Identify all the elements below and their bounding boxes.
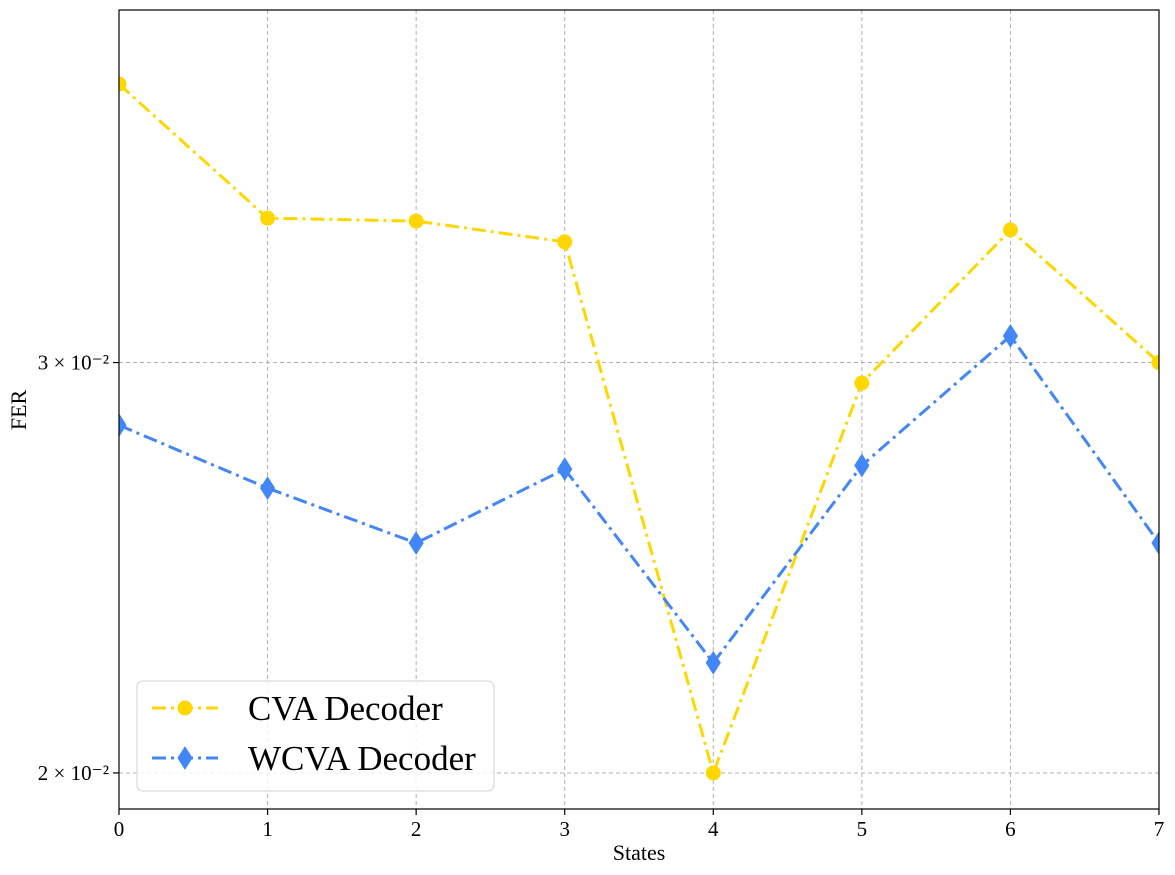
data-point <box>408 531 424 555</box>
x-tick-label: 1 <box>262 817 273 841</box>
legend-marker <box>177 746 193 770</box>
data-point <box>705 650 721 675</box>
ticks: 0 1 2 3 4 5 6 7 2 × 10⁻² 3 × 10⁻² <box>38 351 1164 841</box>
data-point <box>1151 531 1159 555</box>
data-point <box>119 76 127 92</box>
data-point <box>260 210 276 226</box>
x-tick-label: 2 <box>411 817 422 841</box>
data-point <box>854 375 870 391</box>
x-tick-label: 4 <box>708 817 719 841</box>
x-tick-label: 3 <box>559 817 570 841</box>
series-wcva-decoder <box>118 323 1161 675</box>
series-markers <box>119 76 1159 781</box>
grid <box>118 10 1160 809</box>
legend-box <box>136 680 495 792</box>
data-point <box>1002 323 1019 348</box>
data-point <box>1002 222 1018 238</box>
legend-marker <box>177 700 193 716</box>
data-point <box>854 453 870 478</box>
series-cva-decoder <box>117 76 1160 781</box>
data-point <box>1151 355 1159 371</box>
series-line <box>118 334 1161 665</box>
y-tick-label: 3 × 10⁻² <box>38 351 109 375</box>
series-markers <box>119 323 1159 675</box>
data-point <box>557 234 573 250</box>
x-axis-label: States <box>613 840 666 865</box>
legend-label: CVA Decoder <box>248 689 443 728</box>
x-tick-label: 6 <box>1005 817 1016 841</box>
data-point <box>408 213 424 229</box>
data-point <box>259 476 276 501</box>
y-axis-label: FER <box>6 390 31 431</box>
series-line <box>117 82 1160 775</box>
plot-frame <box>118 9 1160 810</box>
x-tick-label: 5 <box>857 817 868 841</box>
x-tick-label: 0 <box>114 817 125 841</box>
y-tick-label: 2 × 10⁻² <box>38 761 109 785</box>
legend-label: WCVA Decoder <box>248 739 476 778</box>
series-layer <box>117 76 1161 781</box>
data-point <box>119 413 127 438</box>
x-tick-label: 7 <box>1154 817 1165 841</box>
data-point <box>557 457 573 482</box>
legend: CVA Decoder WCVA Decoder <box>136 680 495 792</box>
data-point <box>705 765 721 781</box>
